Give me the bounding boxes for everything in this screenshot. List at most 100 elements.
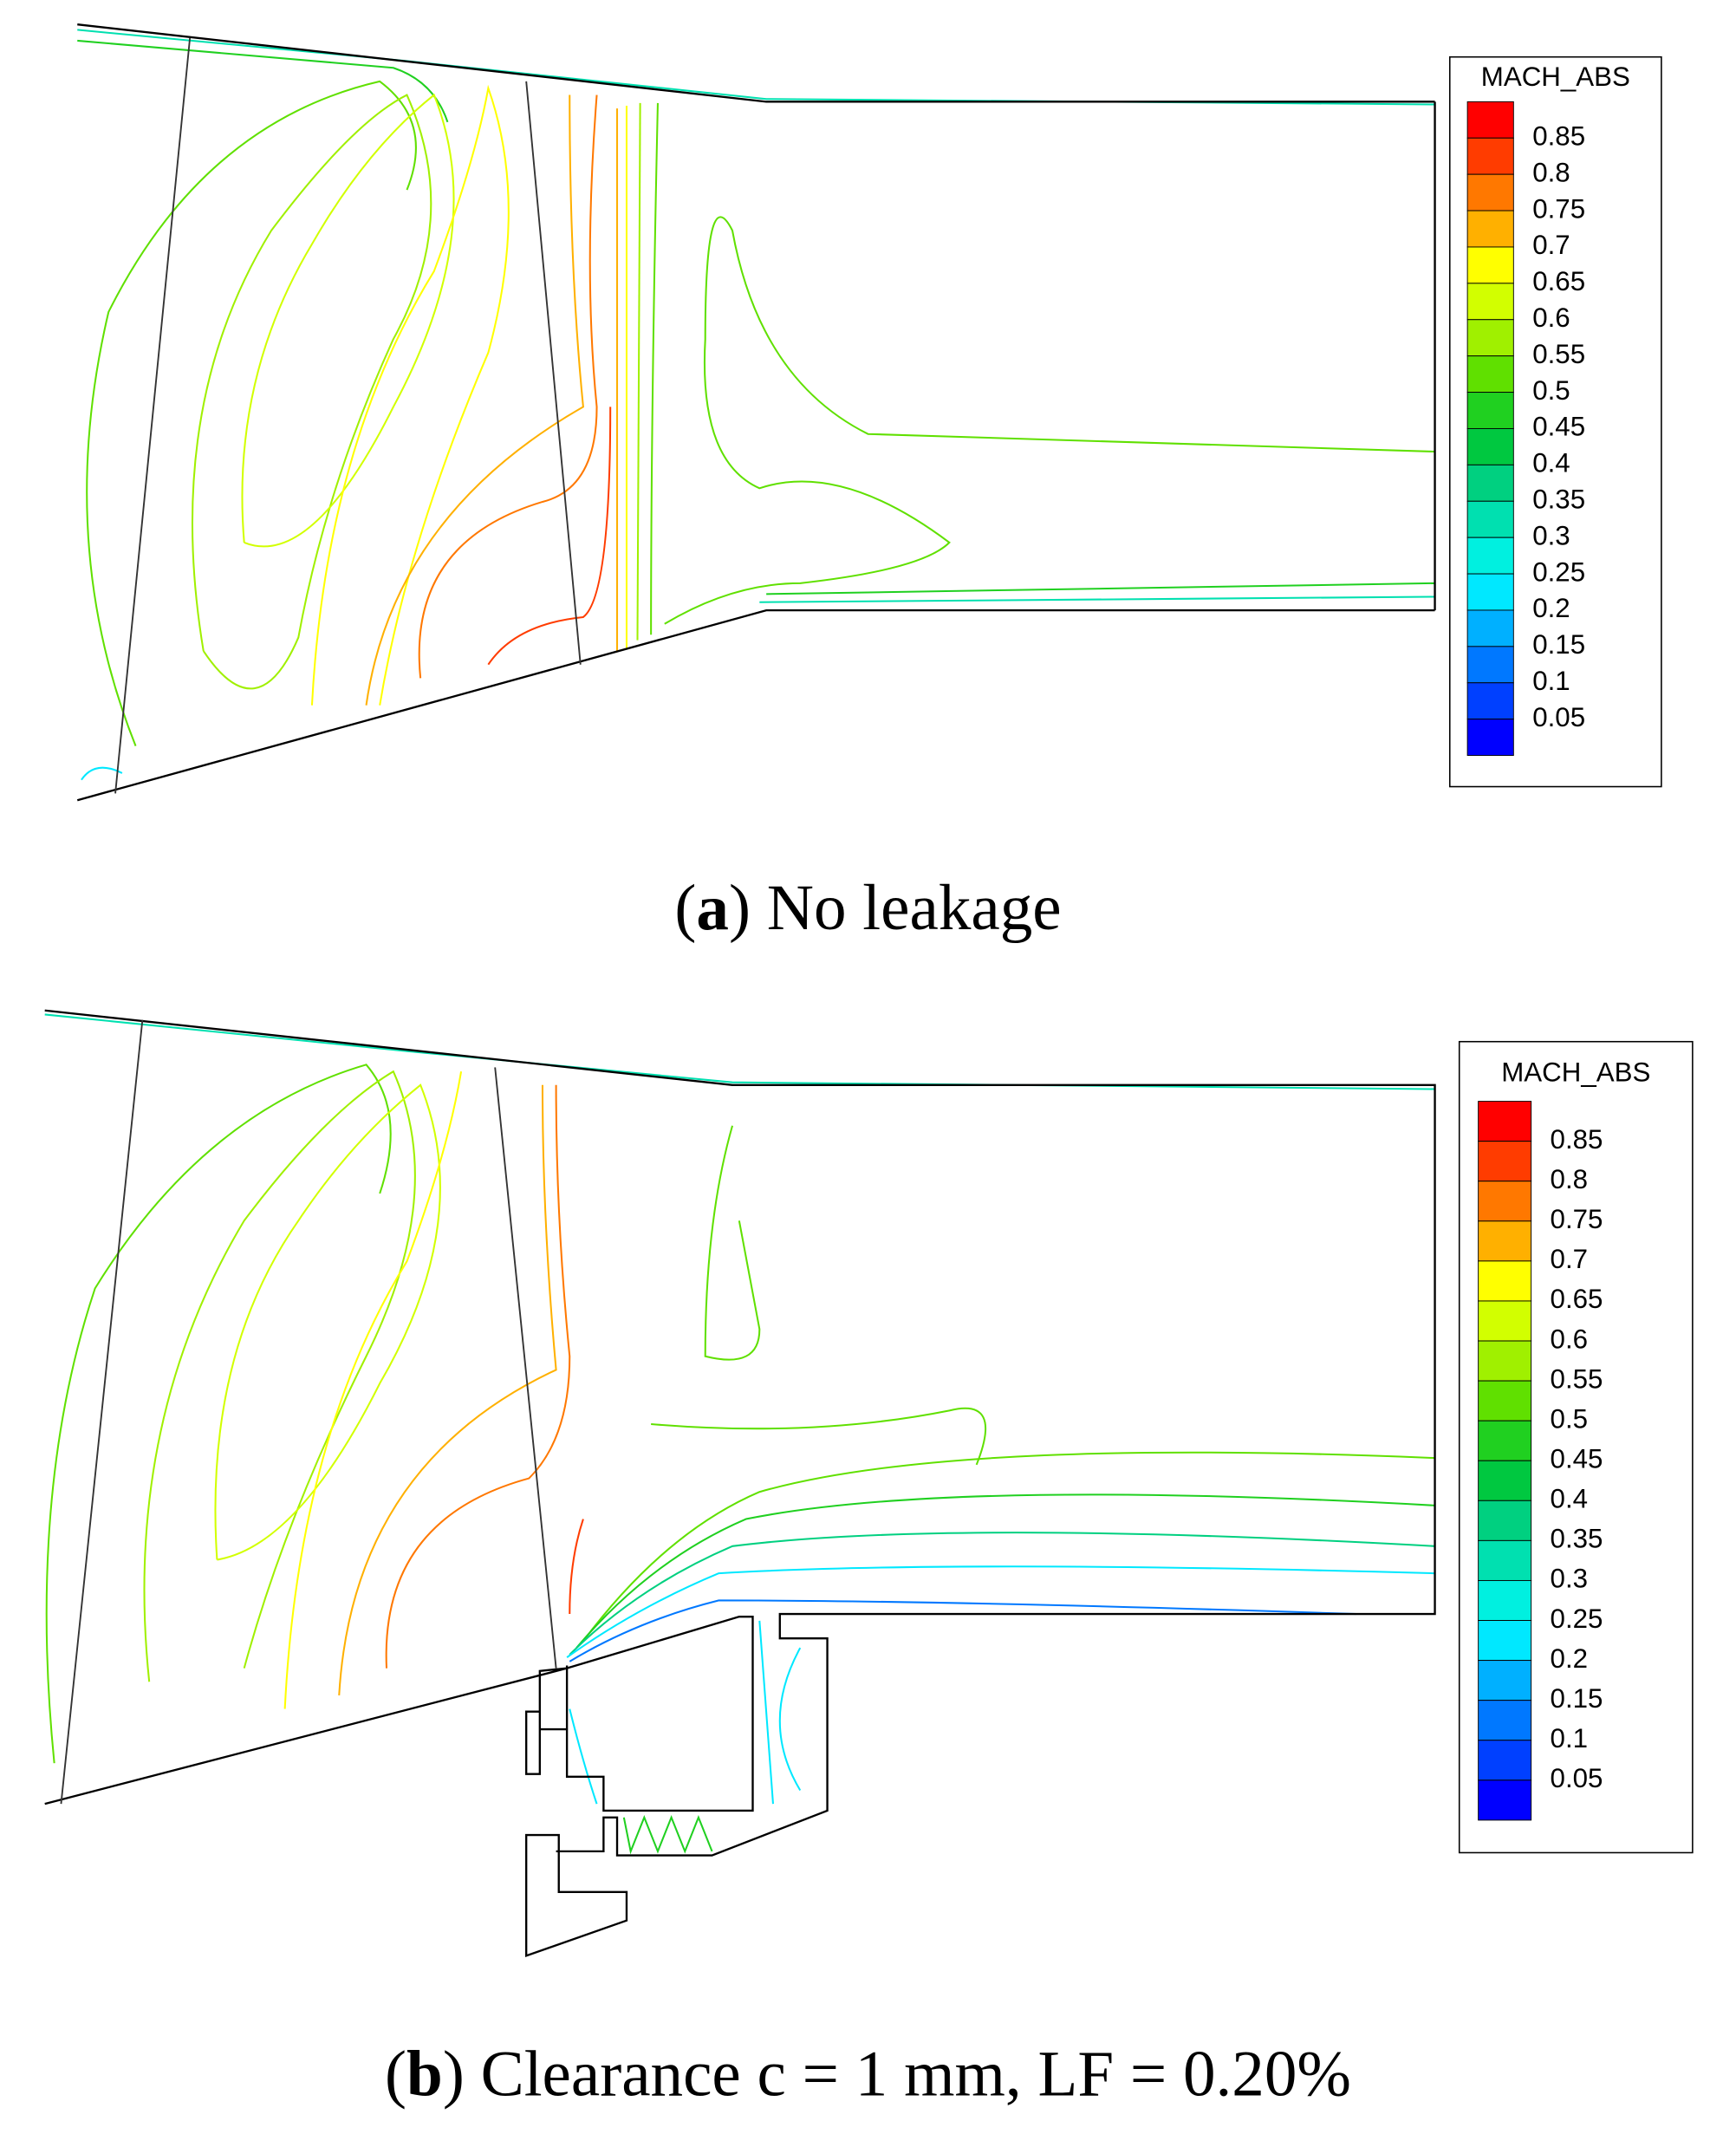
contour (77, 39, 449, 123)
legend-level: 0.45 (1532, 412, 1585, 442)
legend-level: 0.35 (1551, 1524, 1603, 1554)
contour (487, 407, 612, 666)
contour (569, 1599, 1356, 1662)
contour (283, 1070, 463, 1709)
legend-swatch (1466, 609, 1514, 647)
legend-swatch (1478, 1101, 1532, 1142)
legend-level: 0.45 (1551, 1444, 1603, 1474)
legend-level: 0.75 (1532, 193, 1585, 224)
contour (310, 84, 510, 706)
legend-level: 0.1 (1551, 1723, 1589, 1753)
legend-level: 0.55 (1532, 339, 1585, 369)
legend-swatch (1478, 1579, 1532, 1621)
legend-level: 0.25 (1551, 1604, 1603, 1634)
legend-swatch (1478, 1220, 1532, 1262)
legend-level: 0.5 (1551, 1403, 1589, 1434)
legend-level: 0.3 (1532, 520, 1570, 550)
legend-swatch (1466, 464, 1514, 502)
legend-level: 0.25 (1532, 556, 1585, 587)
contour (191, 94, 432, 690)
legend-level: 0.2 (1551, 1643, 1589, 1674)
caption-label: b (406, 2039, 443, 2111)
legend-swatch (1478, 1141, 1532, 1182)
contour (86, 80, 417, 746)
legend-level: 0.4 (1551, 1484, 1589, 1514)
legend-swatch (1478, 1380, 1532, 1422)
legend-level: 0.85 (1532, 121, 1585, 152)
contour (622, 1815, 713, 1855)
contour (766, 582, 1435, 595)
contour (338, 1084, 557, 1695)
legend-swatch (1478, 1260, 1532, 1302)
contour (759, 595, 1435, 603)
contour (385, 1084, 571, 1669)
legend-swatch (1466, 283, 1514, 321)
legend-swatch (1478, 1700, 1532, 1741)
legend-swatch (1478, 1340, 1532, 1382)
legend-swatch (1478, 1660, 1532, 1701)
legend-swatch (1478, 1300, 1532, 1342)
legend-swatch (1466, 173, 1514, 211)
legend-level: 0.5 (1532, 375, 1570, 406)
contour (569, 1532, 1435, 1656)
legend-level: 0.2 (1532, 593, 1570, 623)
legend-level: 0.35 (1532, 485, 1585, 515)
contour (365, 94, 584, 706)
legend-level: 0.7 (1532, 230, 1570, 260)
contour (81, 766, 123, 781)
caption: (b) Clearance c = 1 mm, LF = 0.20% (385, 2039, 1351, 2111)
legend-swatch (1466, 101, 1514, 139)
wall (44, 1009, 1436, 1958)
contour (143, 1070, 416, 1682)
legend-swatch (1466, 427, 1514, 465)
contour (241, 93, 455, 548)
legend-level: 0.65 (1551, 1284, 1603, 1314)
legend-level: 0.4 (1532, 448, 1570, 478)
contour (664, 216, 1435, 625)
legend-level: 0.15 (1532, 629, 1585, 660)
legend-level: 0.75 (1551, 1204, 1603, 1234)
legend-swatch (1466, 319, 1514, 357)
blade (114, 37, 582, 794)
legend-swatch (1478, 1500, 1532, 1541)
legend-level: 0.05 (1551, 1763, 1603, 1793)
legend-title: MACH_ABS (1501, 1057, 1650, 1088)
legend-swatch (1466, 392, 1514, 429)
legend-swatch (1466, 137, 1514, 175)
wall (76, 23, 1436, 802)
legend-swatch (1466, 210, 1514, 248)
legend-level: 0.8 (1551, 1164, 1589, 1194)
legend-swatch (1478, 1460, 1532, 1501)
legend-swatch (1478, 1620, 1532, 1662)
contour (569, 1620, 802, 1805)
legend-level: 0.6 (1532, 303, 1570, 333)
legend-level: 0.1 (1532, 666, 1570, 696)
legend-level: 0.55 (1551, 1363, 1603, 1394)
legend-swatch (1466, 355, 1514, 394)
legend-swatch (1478, 1740, 1532, 1781)
contour (77, 29, 1435, 106)
contour (566, 1565, 1435, 1658)
caption-label: a (696, 872, 729, 944)
blade (60, 1019, 557, 1805)
legend-title: MACH_ABS (1481, 62, 1630, 92)
legend-swatch (1466, 646, 1514, 684)
contour (651, 1125, 987, 1466)
legends: MACH_ABS 0.85 0.8 0.75 0.7 0.65 0.6 0.55 0.5 0.45… (1448, 55, 1694, 1854)
contour (575, 1493, 1435, 1649)
caption-text: ) Clearance c = 1 mm, LF = 0.20% (443, 2039, 1351, 2111)
legend-level: 0.6 (1551, 1324, 1589, 1354)
legend-swatch (1466, 573, 1514, 611)
captions: (a) No leakage(b) Clearance c = 1 mm, LF… (385, 872, 1351, 2111)
legend-level: 0.8 (1532, 157, 1570, 187)
caption-open: ( (385, 2039, 406, 2111)
contour (650, 102, 659, 635)
legend-level: 0.85 (1551, 1124, 1603, 1155)
contour (45, 1064, 392, 1764)
legend-swatch (1466, 537, 1514, 575)
contour (582, 1451, 1435, 1642)
caption-text: ) No leakage (729, 872, 1062, 944)
caption: (a) No leakage (674, 872, 1061, 944)
legend-swatch (1466, 682, 1514, 720)
